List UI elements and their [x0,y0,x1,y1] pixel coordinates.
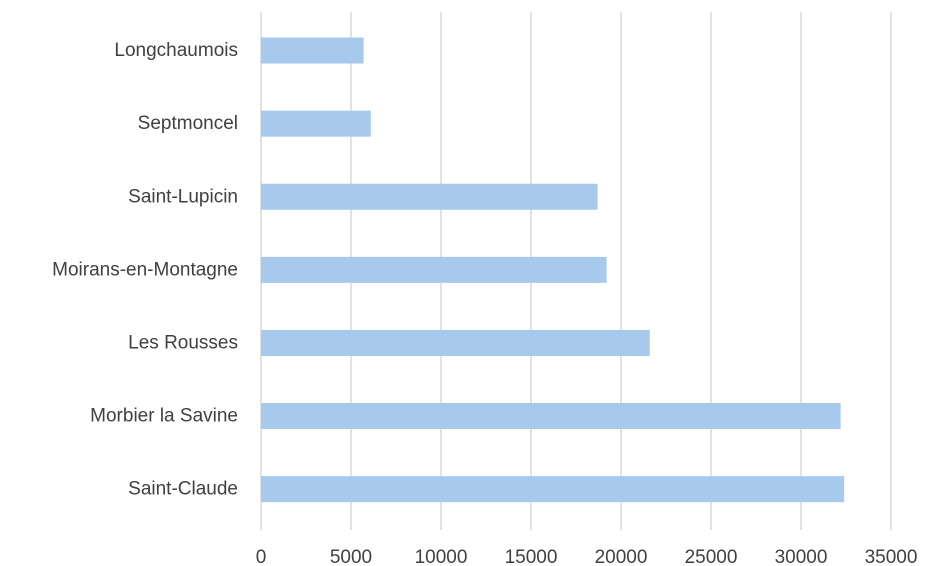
category-label: Moirans-en-Montagne [52,259,238,280]
x-tick-label: 35000 [865,547,918,566]
category-label: Les Rousses [128,332,238,353]
bar-septmoncel [261,110,371,137]
category-label: Saint-Lupicin [128,186,238,207]
x-tick-label: 20000 [595,547,648,566]
category-label: Morbier la Savine [90,406,238,427]
bar-morbier-la-savine [261,403,841,430]
x-axis-tick-labels: 0 5000 10000 15000 20000 25000 30000 35000 [256,547,918,566]
bar-moirans-en-montagne [261,256,607,283]
category-label: Saint-Claude [128,479,238,500]
x-tick-label: 0 [256,547,267,566]
category-label: Septmoncel [138,113,238,134]
bar-saint-lupicin [261,183,598,210]
x-tick-label: 25000 [685,547,738,566]
x-tick-label: 5000 [330,547,372,566]
bar-les-rousses [261,329,650,356]
bar-longchaumois [261,37,364,64]
x-tick-label: 15000 [505,547,558,566]
bar-saint-claude [261,476,845,503]
bars [261,37,845,503]
category-label: Longchaumois [114,40,238,61]
x-tick-label: 10000 [415,547,468,566]
x-tick-label: 30000 [775,547,828,566]
category-labels: Longchaumois Septmoncel Saint-Lupicin Moira… [52,40,238,500]
